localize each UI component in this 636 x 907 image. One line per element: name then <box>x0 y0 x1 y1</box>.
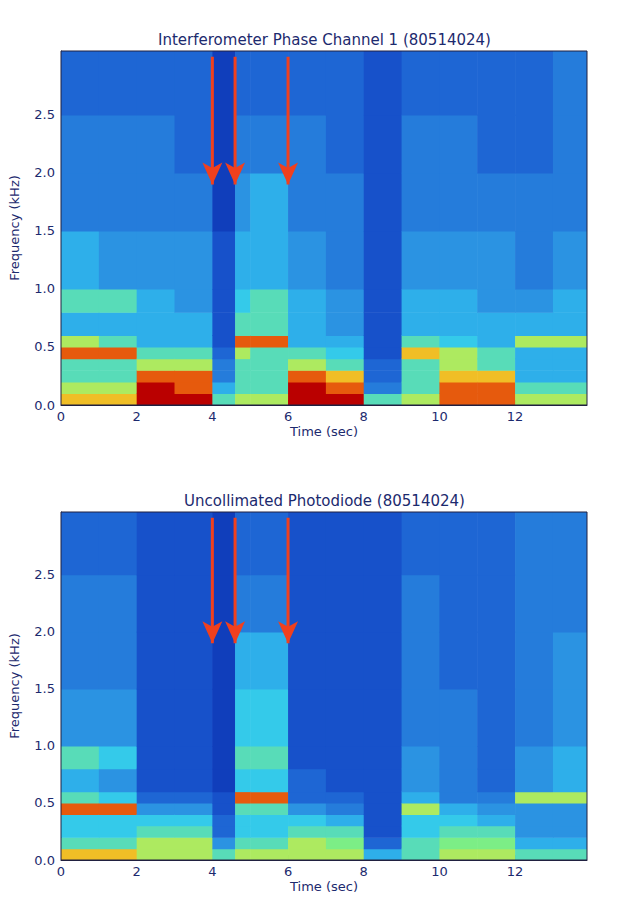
svg-text:0.5: 0.5 <box>34 795 55 810</box>
svg-text:0: 0 <box>57 864 65 879</box>
svg-text:Interferometer Phase Channel 1: Interferometer Phase Channel 1 (80514024… <box>158 31 491 49</box>
svg-text:Time (sec): Time (sec) <box>289 879 358 894</box>
svg-text:2: 2 <box>133 409 141 424</box>
svg-text:0.0: 0.0 <box>34 853 55 868</box>
svg-text:4: 4 <box>208 409 216 424</box>
svg-text:1.0: 1.0 <box>34 738 55 753</box>
svg-text:10: 10 <box>431 409 448 424</box>
svg-text:Uncollimated Photodiode (80514: Uncollimated Photodiode (80514024) <box>184 492 465 510</box>
svg-text:8: 8 <box>360 409 368 424</box>
svg-text:0.5: 0.5 <box>34 339 55 354</box>
svg-text:2: 2 <box>133 864 141 879</box>
svg-text:4: 4 <box>208 864 216 879</box>
svg-text:Frequency (kHz): Frequency (kHz) <box>7 633 22 739</box>
svg-text:8: 8 <box>360 864 368 879</box>
svg-text:6: 6 <box>284 409 292 424</box>
svg-text:0.0: 0.0 <box>34 398 55 413</box>
svg-text:12: 12 <box>507 409 524 424</box>
svg-text:1.5: 1.5 <box>34 681 55 696</box>
svg-text:2.0: 2.0 <box>34 165 55 180</box>
svg-text:1.0: 1.0 <box>34 281 55 296</box>
svg-text:12: 12 <box>507 864 524 879</box>
svg-text:10: 10 <box>431 864 448 879</box>
svg-text:1.5: 1.5 <box>34 223 55 238</box>
svg-text:2.5: 2.5 <box>34 567 55 582</box>
svg-text:Time (sec): Time (sec) <box>289 424 358 439</box>
svg-text:2.5: 2.5 <box>34 107 55 122</box>
svg-text:Frequency (kHz): Frequency (kHz) <box>7 175 22 281</box>
svg-text:0: 0 <box>57 409 65 424</box>
svg-text:6: 6 <box>284 864 292 879</box>
svg-text:2.0: 2.0 <box>34 624 55 639</box>
